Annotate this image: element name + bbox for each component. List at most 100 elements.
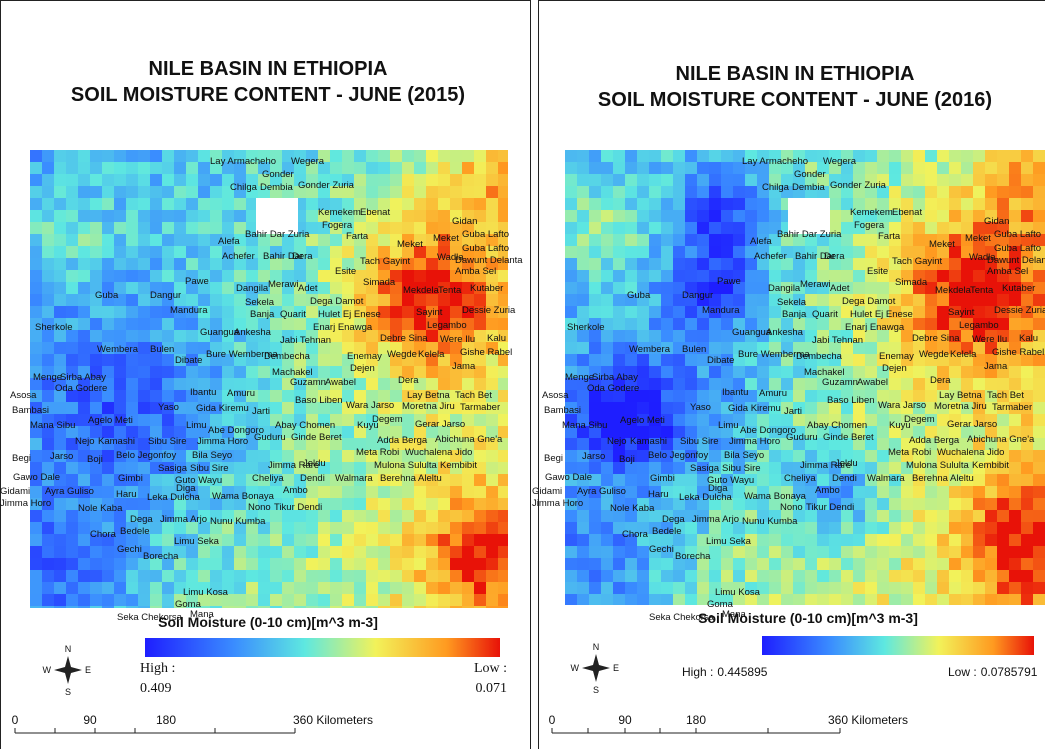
raster-cell [697,174,709,186]
raster-cell [997,174,1009,186]
raster-cell [414,606,426,608]
raster-cell [42,162,54,174]
raster-cell [949,366,961,378]
raster-cell [462,534,474,546]
raster-cell [474,162,486,174]
raster-cell [637,354,649,366]
place-name: Wara Jarso [878,400,926,411]
raster-cell [126,606,138,608]
place-name: Nono [780,502,803,513]
raster-cell [246,582,258,594]
place-name: Wembera [97,344,139,355]
raster-cell [210,222,222,234]
raster-cell [901,534,913,546]
place-name: Meta Robi [356,447,399,458]
raster-cell [366,378,378,390]
raster-cell [138,318,150,330]
raster-cell [318,486,330,498]
raster-cell [474,198,486,210]
raster-cell [438,546,450,558]
raster-cell [42,150,54,162]
raster-cell [697,414,709,426]
raster-cell [138,294,150,306]
raster-cell [138,222,150,234]
place-name: Were Ilu [440,334,475,345]
raster-cell [685,258,697,270]
raster-cell [186,246,198,258]
raster-cell [78,606,90,608]
raster-cell [162,594,174,606]
raster-cell [613,258,625,270]
place-name: Limu [718,420,739,431]
raster-cell [306,522,318,534]
raster-cell [937,318,949,330]
raster-cell [973,570,985,582]
raster-cell [661,306,673,318]
raster-cell [462,546,474,558]
raster-cell [853,510,865,522]
place-name: Sayint [416,307,443,318]
raster-cell [402,186,414,198]
raster-cell [709,174,721,186]
raster-cell [54,258,66,270]
raster-cell [90,558,102,570]
place-name: Gimbi [118,473,143,484]
place-name: Wara Jarso [346,400,394,411]
compass-letter: N [593,642,600,652]
raster-cell [54,270,66,282]
raster-cell [450,570,462,582]
raster-cell [138,606,150,608]
raster-cell [42,210,54,222]
raster-cell [853,522,865,534]
raster-cell [90,474,102,486]
raster-cell [426,378,438,390]
raster-cell [270,522,282,534]
raster-cell [649,174,661,186]
raster-cell [366,510,378,522]
raster-cell [709,258,721,270]
raster-cell [925,534,937,546]
raster-cell [102,162,114,174]
raster-cell [306,606,318,608]
raster-cell [853,258,865,270]
raster-cell [649,150,661,162]
raster-cell [162,366,174,378]
raster-cell [162,582,174,594]
raster-cell [565,546,577,558]
raster-cell [829,522,841,534]
place-name: Achefer [222,251,255,262]
raster-cell [342,510,354,522]
raster-cell [937,558,949,570]
raster-cell [258,390,270,402]
raster-cell [498,594,508,606]
raster-cell [781,450,793,462]
place-name: Legambo [959,320,999,331]
raster-cell [342,450,354,462]
raster-cell [78,330,90,342]
place-name: Dega [662,514,685,525]
raster-cell [913,186,925,198]
raster-cell [817,594,829,605]
raster-cell [1033,522,1045,534]
raster-cell [709,246,721,258]
place-name: Bambasi [12,405,49,416]
place-name: Tach Gayint [360,256,411,267]
raster-cell [102,198,114,210]
raster-cell [54,306,66,318]
raster-cell [661,150,673,162]
place-name: Adet [830,283,850,294]
raster-cell [577,342,589,354]
raster-cell [697,186,709,198]
raster-cell [78,270,90,282]
raster-cell [901,222,913,234]
raster-cell [613,318,625,330]
raster-cell [685,162,697,174]
raster-cell [330,342,342,354]
place-name: Guba [95,290,119,301]
raster-cell [258,534,270,546]
raster-cell [186,222,198,234]
raster-cell [438,510,450,522]
place-name: Quarit [812,309,838,320]
raster-cell [865,534,877,546]
raster-cell [949,174,961,186]
